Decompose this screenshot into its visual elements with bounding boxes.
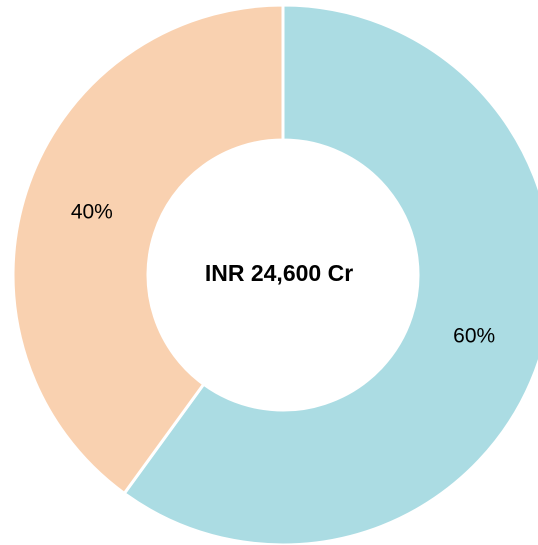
donut-slice	[11, 3, 285, 496]
value-label: 60%	[453, 325, 495, 348]
center-label: INR 24,600 Cr	[205, 260, 353, 286]
donut-slice	[122, 3, 538, 545]
value-label: 40%	[71, 200, 113, 223]
